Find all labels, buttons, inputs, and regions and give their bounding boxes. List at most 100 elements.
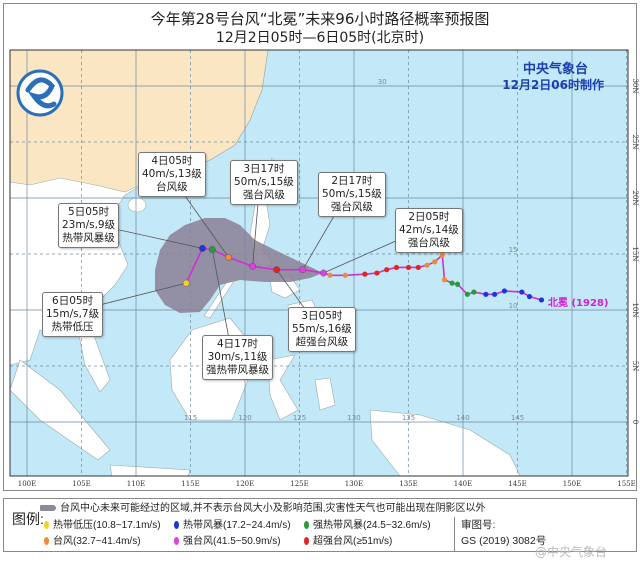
legend-divider — [454, 517, 455, 551]
past-track-point — [393, 264, 400, 271]
callout-time: 4日05时 — [151, 155, 193, 167]
lat-tick-label: 0 — [631, 420, 639, 424]
cone-desc-text: 台风中心未来可能经过的区域,并不表示台风大小及影响范围,灾害性天气也可能出现在阴… — [60, 503, 486, 514]
axis-labels: 100E 105E 110E 115E 120E 125E 130E 135E 140E 145E… — [18, 78, 639, 488]
lat-tick-label: 30N — [631, 78, 639, 93]
past-track-point — [362, 271, 368, 277]
legend-cone-desc: 台风中心未来可能经过的区域,并不表示台风大小及影响范围,灾害性天气也可能出现在阴… — [40, 502, 486, 515]
inner-lon-label: 135 — [402, 414, 415, 422]
forecast-point — [225, 253, 233, 261]
past-track-point — [464, 291, 470, 297]
lon-tick-label: 130E — [345, 480, 363, 488]
chart-title: 今年第28号台风“北冕”未来96小时路径概率预报图 — [150, 10, 490, 28]
approval-number: GS (2019) 3082号 — [461, 535, 547, 547]
sty-dot-icon — [174, 537, 179, 546]
ty-dot-icon — [44, 537, 49, 546]
callout-time: 2日17时 — [331, 175, 373, 187]
sulawesi — [267, 354, 299, 421]
inner-lon-label: 120 — [238, 414, 251, 422]
past-track-point — [501, 288, 508, 294]
chart-frame — [3, 3, 637, 491]
forecast-point — [299, 266, 307, 274]
callout-time: 2日05时 — [408, 211, 450, 223]
inner-lon-label: 145 — [511, 414, 524, 422]
inner-lon-label: 125 — [293, 414, 306, 422]
callout-wind: 55m/s,16级 — [292, 323, 352, 335]
ts-dot-icon — [174, 521, 179, 530]
past-track-point — [471, 289, 477, 295]
forecast-callout: 4日05时 40m/s,13级 台风级 — [138, 152, 206, 197]
forecast-callout: 3日05时 55m/s,16级 超强台风级 — [288, 307, 356, 352]
past-track-point — [454, 281, 461, 287]
forecast-callout: 6日05时 15m/s,7级 热带低压 — [42, 292, 104, 337]
td-dot-icon — [44, 521, 49, 530]
forecast-callout: 2日05时 42m/s,14级 强台风级 — [395, 208, 463, 253]
inner-lat-label: 15 — [509, 246, 518, 254]
inner-lat-label: 10 — [509, 302, 518, 310]
superty-dot-icon — [304, 537, 309, 546]
typhoon-name-label: 北冕 (1928) — [548, 298, 609, 309]
legend-item-sts: 强热带风暴(24.5~32.6m/s) — [304, 519, 431, 532]
forecast-point — [320, 269, 327, 277]
callout-level: 热带低压 — [51, 321, 94, 333]
past-track-point — [519, 289, 525, 295]
legend-item-ts: 热带风暴(17.2~24.4m/s) — [174, 519, 291, 532]
approval-label: 审图号: — [461, 519, 496, 531]
past-track-point — [538, 297, 545, 303]
lat-tick-label: 15N — [631, 246, 639, 261]
lat-tick-label: 25N — [631, 134, 639, 149]
callout-time: 6日05时 — [52, 295, 94, 307]
past-track-point — [432, 259, 438, 265]
past-track-point — [327, 272, 333, 278]
sts-dot-icon — [304, 521, 309, 530]
legend-item-td: 热带低压(10.8~17.1m/s) — [44, 519, 161, 532]
callout-leader-lines — [71, 171, 426, 356]
forecast-point — [273, 266, 281, 274]
past-track-point — [424, 262, 430, 268]
new-guinea — [369, 409, 521, 477]
moluccas — [314, 377, 336, 411]
past-track-point — [526, 293, 533, 300]
callout-wind: 15m/s,7级 — [46, 308, 100, 320]
past-track-point — [439, 252, 445, 258]
callout-wind: 50m/s,15级 — [234, 176, 294, 188]
past-track-point — [342, 272, 348, 278]
lon-tick-label: 150E — [563, 480, 581, 488]
probability-cone — [155, 218, 323, 313]
callout-time: 5日05时 — [68, 206, 110, 218]
past-track-point — [449, 280, 455, 286]
inner-lon-label: 115 — [184, 414, 197, 422]
cma-logo — [16, 69, 64, 117]
cone-icon — [40, 505, 56, 512]
callout-level: 台风级 — [156, 181, 188, 193]
callout-level: 强台风级 — [242, 189, 285, 201]
past-track-point — [483, 291, 489, 297]
ts-label: 热带风暴(17.2~24.4m/s) — [183, 520, 291, 531]
sts-label: 强热带风暴(24.5~32.6m/s) — [313, 520, 431, 531]
callout-level: 强台风级 — [330, 201, 373, 213]
inner-lon-label: 130 — [347, 414, 360, 422]
callout-wind: 42m/s,14级 — [399, 224, 459, 236]
callout-time: 4日17时 — [216, 338, 259, 350]
callout-level: 热带风暴级 — [62, 232, 115, 244]
past-track-point — [374, 270, 380, 276]
lon-tick-label: 155E — [617, 480, 635, 488]
inner-lon-label: 140 — [456, 414, 469, 422]
callout-level: 强热带风暴级 — [206, 364, 269, 376]
callout-time: 3日05时 — [301, 310, 343, 322]
hainan — [127, 197, 147, 213]
forecast-callout: 3日17时 50m/s,15级 强台风级 — [230, 160, 298, 205]
past-track-point — [415, 264, 421, 271]
forecast-callout: 5日05时 23m/s,9级 热带风暴级 — [58, 203, 120, 248]
lat-tick-label: 10N — [631, 302, 639, 317]
lon-tick-label: 110E — [127, 480, 145, 488]
past-track-point — [384, 267, 390, 273]
callout-wind: 23m/s,9级 — [62, 219, 116, 231]
legend: 图例: 台风中心未来可能经过的区域,并不表示台风大小及影响范围,灾害性天气也可能… — [3, 498, 637, 552]
past-track-point — [405, 264, 412, 271]
weibo-watermark: @中央气象台 — [535, 545, 608, 559]
lon-tick-label: 125E — [290, 480, 308, 488]
forecast-callout: 2日17时 50m/s,15级 强台风级 — [318, 172, 386, 217]
forecast-point — [249, 262, 257, 270]
lon-tick-label: 135E — [399, 480, 417, 488]
